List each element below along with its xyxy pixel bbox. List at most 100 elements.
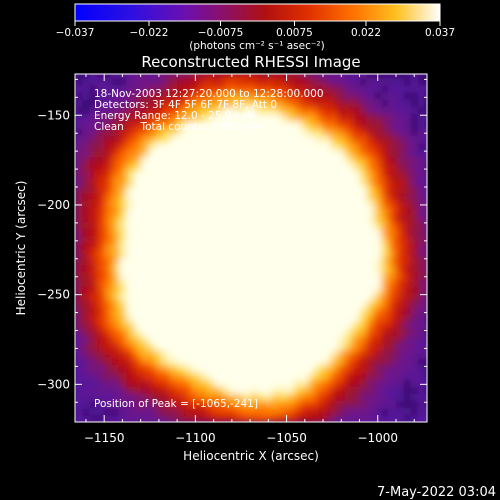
heatmap-cell — [191, 91, 200, 100]
heatmap-cell — [133, 256, 142, 265]
heatmap-cell — [126, 213, 134, 222]
heatmap-cell — [388, 335, 397, 344]
heatmap-cell — [315, 256, 324, 265]
heatmap-cell — [140, 185, 149, 193]
heatmap-cell — [323, 300, 331, 308]
heatmap-cell — [374, 178, 383, 186]
heatmap-cell — [104, 328, 113, 337]
heatmap-cell — [271, 335, 280, 344]
heatmap-cell — [184, 400, 193, 409]
heatmap-cell — [417, 228, 426, 237]
heatmap-cell — [264, 249, 273, 258]
heatmap-cell — [111, 357, 120, 366]
heatmap-cell — [337, 328, 346, 337]
footer-timestamp: 7-May-2022 03:04 — [377, 485, 496, 500]
heatmap-cell — [111, 285, 120, 294]
heatmap-cell — [155, 414, 164, 422]
heatmap-cell — [228, 300, 237, 308]
heatmap-cell — [184, 213, 193, 222]
heatmap-cell — [140, 292, 149, 301]
heatmap-cell — [104, 314, 113, 323]
heatmap-cell — [381, 178, 390, 186]
heatmap-cell — [220, 357, 229, 366]
heatmap-cell — [126, 335, 134, 344]
heatmap-cell — [323, 364, 331, 373]
heatmap-cell — [104, 400, 113, 409]
heatmap-cell — [344, 357, 353, 366]
heatmap-cell — [359, 335, 368, 344]
heatmap-cell — [330, 400, 339, 409]
heatmap-cell — [235, 264, 244, 272]
heatmap-cell — [279, 113, 288, 122]
heatmap-cell — [228, 134, 237, 143]
heatmap-cell — [75, 127, 83, 136]
heatmap-cell — [242, 300, 251, 308]
heatmap-cell — [213, 407, 222, 416]
heatmap-cell — [220, 213, 229, 222]
heatmap-cell — [89, 199, 98, 208]
heatmap-cell — [395, 163, 404, 172]
heatmap-cell — [417, 407, 426, 416]
heatmap-cell — [395, 285, 404, 294]
heatmap-cell — [410, 400, 419, 409]
heatmap-cell — [75, 249, 83, 258]
heatmap-cell — [286, 142, 295, 150]
heatmap-cell — [228, 156, 237, 165]
heatmap-cell — [147, 400, 156, 409]
heatmap-cell — [381, 221, 390, 229]
heatmap-cell — [111, 235, 120, 244]
heatmap-cell — [75, 185, 83, 193]
heatmap-cell — [75, 321, 83, 330]
heatmap-cell — [199, 292, 207, 301]
heatmap-cell — [271, 84, 280, 93]
heatmap-cell — [286, 400, 295, 409]
heatmap-cell — [191, 321, 200, 330]
heatmap-cell — [344, 74, 353, 79]
heatmap-cell — [199, 249, 207, 258]
heatmap-cell — [155, 292, 164, 301]
heatmap-cell — [96, 256, 105, 265]
heatmap-cell — [337, 91, 346, 100]
heatmap-cell — [96, 156, 105, 165]
heatmap-cell — [89, 264, 98, 272]
heatmap-cell — [89, 120, 98, 129]
heatmap-cell — [425, 235, 427, 244]
heatmap-cell — [417, 206, 426, 215]
heatmap-cell — [344, 314, 353, 323]
heatmap-cell — [89, 364, 98, 373]
heatmap-cell — [279, 163, 288, 172]
heatmap-cell — [199, 357, 207, 366]
heatmap-cell — [293, 91, 302, 100]
heatmap-cell — [126, 407, 134, 416]
heatmap-cell — [395, 228, 404, 237]
heatmap-cell — [220, 328, 229, 337]
heatmap-cell — [293, 120, 302, 129]
heatmap-cell — [133, 300, 142, 308]
heatmap-cell — [257, 77, 266, 86]
heatmap-cell — [96, 221, 105, 229]
heatmap-cell — [111, 386, 120, 394]
heatmap-cell — [184, 156, 193, 165]
heatmap-cell — [191, 378, 200, 387]
heatmap-cell — [403, 74, 412, 79]
heatmap-cell — [235, 407, 244, 416]
heatmap-cell — [417, 163, 426, 172]
heatmap-cell — [257, 414, 266, 422]
heatmap-cell — [301, 120, 310, 129]
heatmap-cell — [344, 335, 353, 344]
heatmap-cell — [359, 206, 368, 215]
heatmap-cell — [155, 156, 164, 165]
heatmap-cell — [286, 170, 295, 179]
heatmap-cell — [199, 134, 207, 143]
heatmap-image — [75, 74, 427, 422]
heatmap-cell — [410, 386, 419, 394]
heatmap-cell — [242, 127, 251, 136]
heatmap-cell — [374, 271, 383, 280]
heatmap-cell — [323, 307, 331, 315]
heatmap-cell — [155, 149, 164, 158]
heatmap-cell — [169, 414, 178, 422]
heatmap-cell — [104, 77, 113, 86]
heatmap-cell — [147, 142, 156, 150]
heatmap-cell — [286, 343, 295, 351]
heatmap-cell — [75, 192, 83, 201]
